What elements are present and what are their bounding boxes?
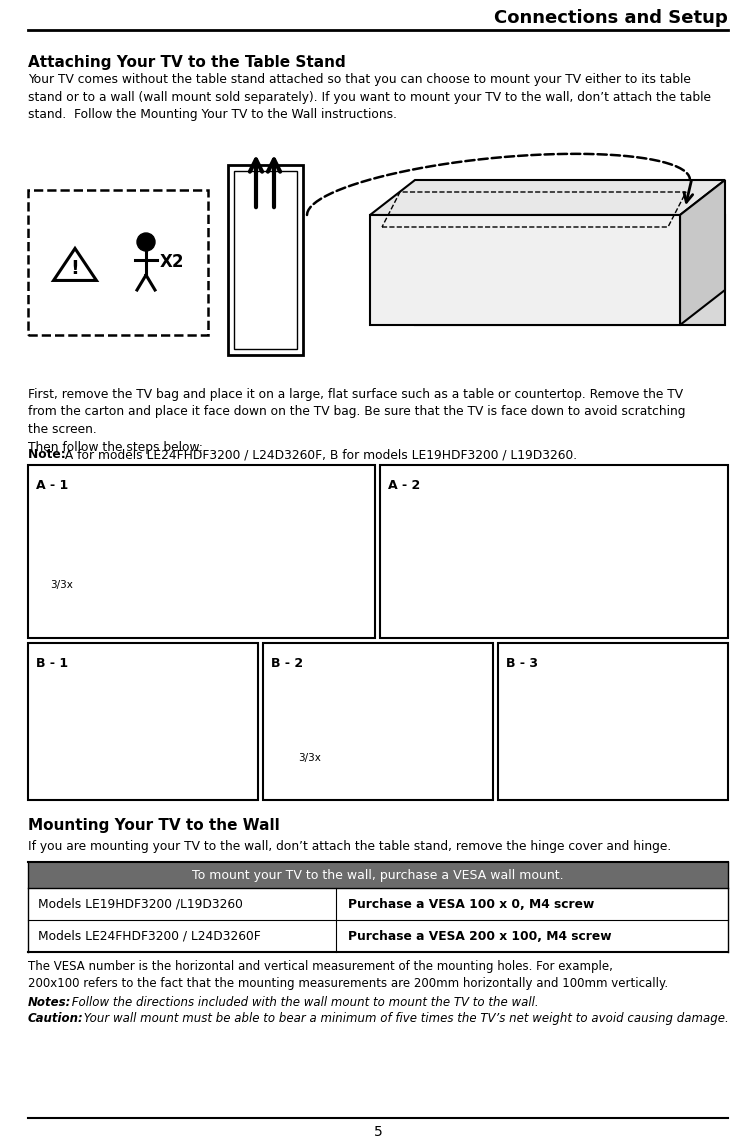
Text: The VESA number is the horizontal and vertical measurement of the mounting holes: The VESA number is the horizontal and ve… — [28, 960, 668, 990]
Text: B - 3: B - 3 — [506, 657, 538, 670]
FancyBboxPatch shape — [28, 190, 208, 335]
Text: Purchase a VESA 100 x 0, M4 screw: Purchase a VESA 100 x 0, M4 screw — [348, 897, 594, 911]
Text: B - 1: B - 1 — [36, 657, 68, 670]
Text: !: ! — [70, 259, 79, 279]
Bar — [234, 171, 297, 349]
Bar — [28, 920, 728, 952]
Text: Models LE24FHDF3200 / L24D3260F: Models LE24FHDF3200 / L24D3260F — [38, 929, 261, 943]
Bar — [498, 644, 728, 800]
Text: Your TV comes without the table stand attached so that you can choose to mount y: Your TV comes without the table stand at… — [28, 73, 711, 121]
Bar — [380, 465, 728, 638]
Bar — [263, 644, 493, 800]
Bar — [28, 644, 258, 800]
Text: Mounting Your TV to the Wall: Mounting Your TV to the Wall — [28, 818, 280, 833]
Text: Caution:: Caution: — [28, 1012, 84, 1025]
Bar — [28, 888, 728, 920]
Text: Models LE19HDF3200 /L19D3260: Models LE19HDF3200 /L19D3260 — [38, 897, 243, 911]
Text: First, remove the TV bag and place it on a large, flat surface such as a table o: First, remove the TV bag and place it on… — [28, 387, 686, 454]
Circle shape — [137, 233, 155, 251]
Polygon shape — [680, 179, 725, 325]
Bar — [228, 165, 303, 355]
Text: Notes:: Notes: — [28, 996, 71, 1009]
Text: Connections and Setup: Connections and Setup — [494, 9, 728, 27]
Text: 3/3x: 3/3x — [298, 753, 321, 764]
Text: B - 2: B - 2 — [271, 657, 303, 670]
Polygon shape — [370, 179, 725, 215]
Text: To mount your TV to the wall, purchase a VESA wall mount.: To mount your TV to the wall, purchase a… — [192, 869, 564, 881]
Text: X2: X2 — [160, 253, 184, 271]
Text: Purchase a VESA 200 x 100, M4 screw: Purchase a VESA 200 x 100, M4 screw — [348, 929, 612, 943]
Text: If you are mounting your TV to the wall, don’t attach the table stand, remove th: If you are mounting your TV to the wall,… — [28, 840, 671, 853]
Text: Your wall mount must be able to bear a minimum of five times the TV’s net weight: Your wall mount must be able to bear a m… — [80, 1012, 729, 1025]
Bar — [28, 465, 375, 638]
Text: Note:: Note: — [28, 448, 70, 461]
Text: 3/3x: 3/3x — [50, 580, 73, 590]
Text: A - 1: A - 1 — [36, 479, 68, 491]
Text: Attaching Your TV to the Table Stand: Attaching Your TV to the Table Stand — [28, 55, 345, 70]
Text: 5: 5 — [373, 1125, 383, 1140]
Text: A for models LE24FHDF3200 / L24D3260F, B for models LE19HDF3200 / L19D3260.: A for models LE24FHDF3200 / L24D3260F, B… — [61, 448, 577, 461]
Text: Follow the directions included with the wall mount to mount the TV to the wall.: Follow the directions included with the … — [68, 996, 538, 1009]
Bar — [28, 862, 728, 888]
Polygon shape — [370, 215, 680, 325]
Text: A - 2: A - 2 — [388, 479, 420, 491]
Polygon shape — [415, 215, 725, 325]
